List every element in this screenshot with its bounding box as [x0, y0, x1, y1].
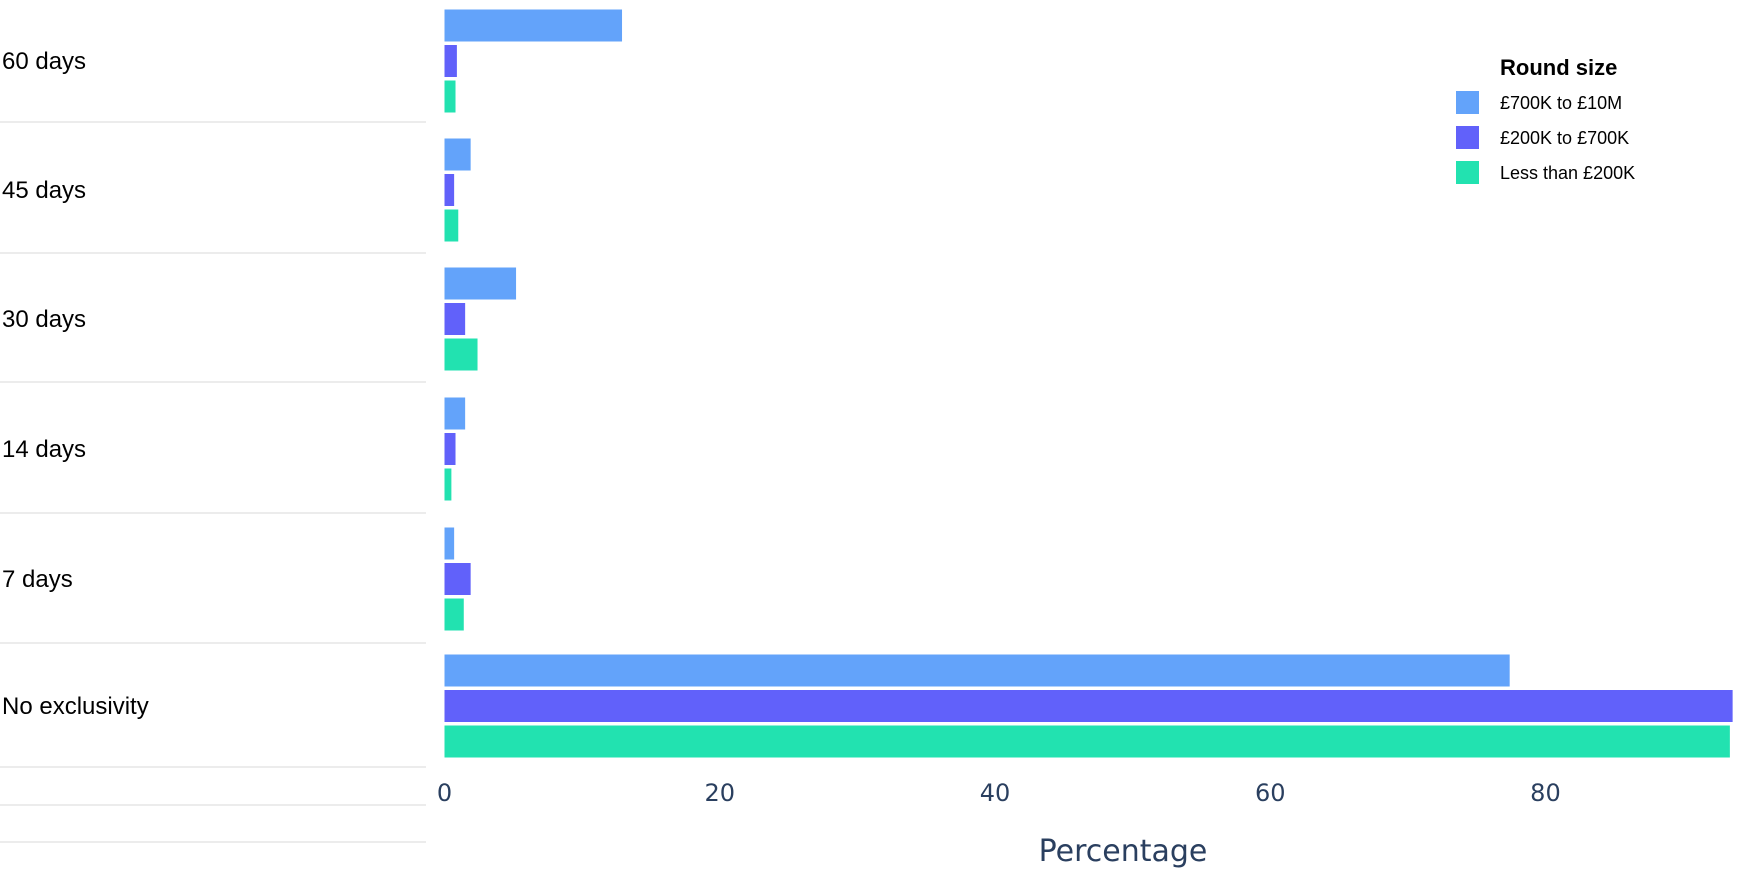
category-label: 45 days: [2, 177, 86, 204]
x-axis-ticks: 0 20 40 60 80: [437, 779, 1561, 807]
legend-title: Round size: [1500, 55, 1617, 80]
category-label: 7 days: [2, 566, 73, 593]
category-label: No exclusivity: [2, 693, 149, 720]
legend-label: £700K to £10M: [1500, 93, 1622, 113]
legend-items: £700K to £10M £200K to £700K Less than £20…: [1456, 91, 1635, 184]
bar: [444, 303, 466, 335]
row-dividers: [0, 121, 426, 843]
legend: Round size £700K to £10M £200K to £700K Le…: [1456, 55, 1635, 184]
category-label: 60 days: [2, 48, 86, 75]
category-labels: 60 days 45 days 30 days 14 days 7 days No exc…: [2, 48, 149, 720]
category-label: 30 days: [2, 306, 86, 333]
bar: [444, 598, 464, 631]
bar: [444, 397, 466, 430]
x-tick-label: 0: [437, 779, 452, 807]
legend-swatch: [1456, 161, 1479, 184]
x-axis-title: Percentage: [1039, 834, 1208, 869]
bar: [444, 690, 1733, 722]
x-tick-label: 60: [1255, 779, 1286, 807]
bar: [444, 45, 457, 77]
bar: [444, 267, 517, 300]
bar: [444, 9, 623, 42]
bar: [444, 433, 456, 465]
bar: [444, 654, 1510, 687]
x-tick-label: 80: [1530, 779, 1561, 807]
x-tick-label: 40: [980, 779, 1011, 807]
bar: [444, 563, 471, 595]
x-tick-label: 20: [704, 779, 735, 807]
bar: [444, 174, 455, 206]
bar: [444, 209, 459, 242]
bar: [444, 80, 456, 113]
bar: [444, 338, 478, 371]
bar: [444, 468, 452, 501]
bar: [444, 725, 1730, 758]
legend-label: £200K to £700K: [1500, 128, 1629, 148]
bars: [444, 9, 1733, 758]
bar: [444, 527, 455, 560]
legend-swatch: [1456, 126, 1479, 149]
legend-label: Less than £200K: [1500, 163, 1635, 183]
category-label: 14 days: [2, 436, 86, 463]
bar: [444, 138, 471, 171]
legend-swatch: [1456, 91, 1479, 114]
